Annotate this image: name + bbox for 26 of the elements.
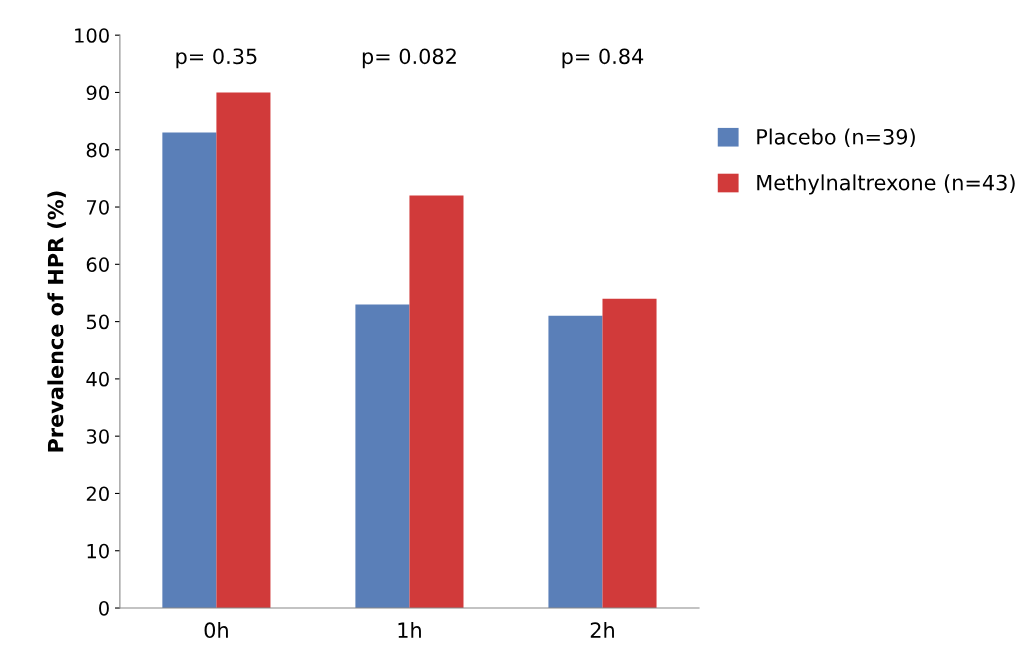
y-tick-label: 90 (86, 85, 109, 101)
bar (355, 304, 410, 609)
bar (162, 132, 217, 609)
x-tick-label: 0h (204, 621, 228, 639)
y-tick-label: 10 (87, 543, 109, 559)
y-axis-title: Prevalence of HPR (%) (47, 191, 66, 452)
bar (548, 315, 603, 609)
y-tick-label: 70 (87, 199, 109, 215)
legend-label: Methylnaltrexone (n=43) (757, 174, 1015, 195)
y-tick-label: 40 (86, 371, 109, 387)
x-tick-label: 2h (590, 621, 614, 638)
bar (216, 92, 271, 609)
annotation: p= 0.35 (176, 48, 257, 69)
y-tick-label: 30 (86, 429, 109, 444)
y-tick-label: 50 (86, 314, 109, 330)
annotation: p= 0.84 (562, 48, 644, 69)
y-tick-label: 20 (86, 486, 109, 502)
legend-label: Placebo (n=39) (757, 128, 915, 148)
y-tick-label: 80 (86, 142, 109, 158)
x-tick-label: 1h (398, 621, 421, 638)
y-tick-label: 60 (86, 257, 109, 272)
annotation: p= 0.082 (362, 48, 456, 69)
y-tick-label: 100 (75, 28, 109, 43)
bar (602, 298, 657, 609)
y-tick-label: 0 (99, 600, 109, 616)
bar (409, 195, 464, 609)
